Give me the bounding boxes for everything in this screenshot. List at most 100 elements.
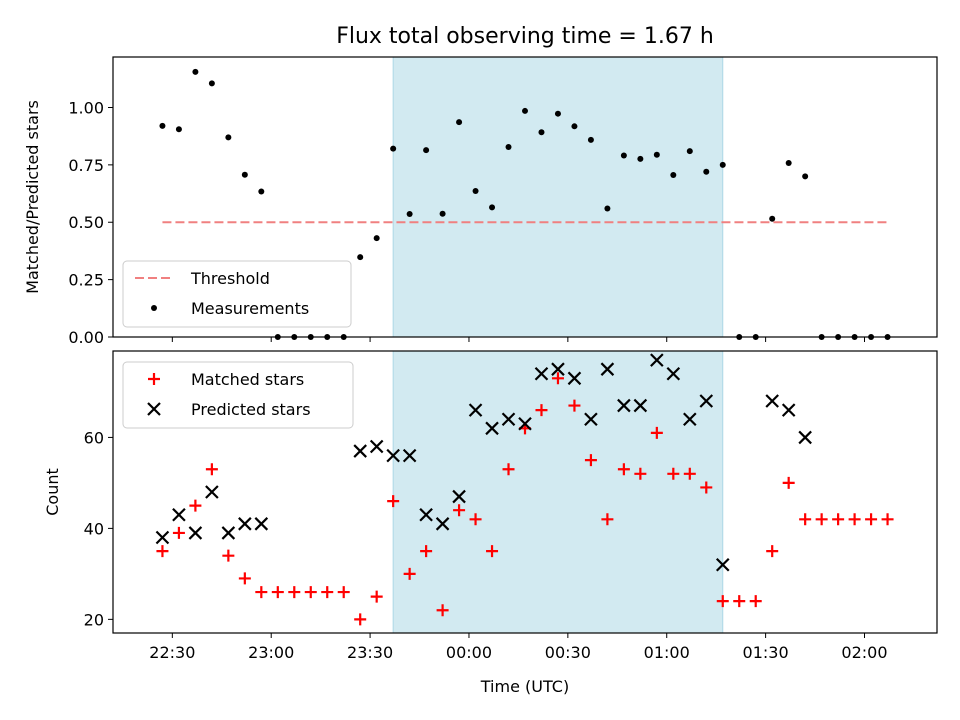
predicted-star-point xyxy=(666,366,681,381)
matched-star-point xyxy=(370,590,383,603)
measurement-point xyxy=(357,254,364,261)
matched-star-point xyxy=(238,572,251,585)
y-tick-label: 0.00 xyxy=(68,328,104,347)
predicted-star-point xyxy=(781,403,796,417)
x-tick-label: 23:30 xyxy=(347,643,393,662)
measurement-point xyxy=(423,147,430,154)
matched-star-point xyxy=(205,463,218,476)
measurement-point xyxy=(192,68,199,75)
predicted-star-point xyxy=(600,362,615,376)
y-tick-label: 0.25 xyxy=(68,271,104,290)
matched-star-point xyxy=(321,586,334,599)
matched-star-point xyxy=(634,467,647,480)
observing-window-span xyxy=(392,350,724,634)
matched-star-point xyxy=(453,504,466,517)
matched-star-point xyxy=(535,404,548,417)
y-tick-label: 0.75 xyxy=(68,156,104,175)
predicted-star-point xyxy=(221,526,236,540)
predicted-star-point xyxy=(567,371,582,386)
x-tick-label: 23:00 xyxy=(248,643,294,662)
matched-star-point xyxy=(271,586,284,599)
matched-star-point xyxy=(881,513,894,526)
measurement-point xyxy=(719,161,726,168)
predicted-star-point xyxy=(617,398,631,413)
matched-star-point xyxy=(733,595,746,608)
measurement-point xyxy=(456,119,463,126)
measurement-point xyxy=(538,129,545,136)
matched-star-point xyxy=(436,604,449,617)
measurement-point xyxy=(439,210,446,217)
measurement-point xyxy=(159,122,166,129)
y-axis-label: Matched/Predicted stars xyxy=(23,100,42,294)
chart-title: Flux total observing time = 1.67 h xyxy=(336,24,714,49)
predicted-star-point xyxy=(715,557,730,572)
top-panel: 0.00 0.25 0.50 0.75 1.00 Matched/Predicted st… xyxy=(23,56,938,347)
predicted-star-point xyxy=(633,398,648,413)
matched-star-point xyxy=(848,513,861,526)
x-tick-label: 01:30 xyxy=(743,643,789,662)
measurement-point xyxy=(472,188,479,195)
measurement-point xyxy=(373,235,380,242)
predicted-star-point xyxy=(386,448,400,463)
matched-star-point xyxy=(782,476,795,489)
predicted-star-point xyxy=(683,412,697,427)
predicted-star-point xyxy=(172,507,186,522)
matched-star-point xyxy=(304,586,317,599)
predicted-star-point xyxy=(238,517,252,531)
predicted-star-point xyxy=(534,366,549,381)
predicted-star-point xyxy=(699,394,714,408)
measurement-point xyxy=(703,168,710,175)
matched-star-point xyxy=(469,513,482,526)
legend-measurement-swatch xyxy=(151,305,157,311)
matched-star-point xyxy=(255,586,268,599)
predicted-star-point xyxy=(419,507,433,522)
measurement-point xyxy=(769,215,776,222)
measurement-point xyxy=(406,210,413,217)
measurement-point xyxy=(390,145,397,152)
legend-label: Predicted stars xyxy=(191,400,311,419)
matched-star-point xyxy=(337,586,350,599)
matched-star-point xyxy=(832,513,845,526)
x-tick-label: 00:30 xyxy=(545,643,591,662)
measurement-point xyxy=(802,173,809,180)
predicted-star-point xyxy=(353,444,367,458)
matched-star-point xyxy=(799,513,812,526)
measurement-point xyxy=(241,171,248,178)
matched-star-point xyxy=(683,467,696,480)
legend-predicted-swatch xyxy=(147,402,161,416)
matched-star-point xyxy=(189,499,202,512)
matched-star-point xyxy=(403,567,416,580)
x-tick-label: 00:00 xyxy=(446,643,492,662)
matched-star-point xyxy=(354,613,367,626)
x-tick-label: 22:30 xyxy=(149,643,195,662)
measurement-point xyxy=(522,107,528,114)
measurement-point xyxy=(686,148,693,155)
predicted-star-point xyxy=(155,530,170,545)
legend-label: Matched stars xyxy=(191,370,304,389)
matched-star-point xyxy=(815,513,828,526)
predicted-star-point xyxy=(254,517,269,531)
measurement-point xyxy=(225,134,232,141)
measurement-point xyxy=(571,123,578,130)
y-tick-label: 0.50 xyxy=(68,213,104,232)
matched-star-point xyxy=(766,545,779,558)
measurement-point xyxy=(208,80,215,87)
predicted-star-point xyxy=(188,526,203,540)
predicted-star-point xyxy=(765,394,779,408)
matched-star-point xyxy=(502,463,515,476)
legend-label: Measurements xyxy=(191,299,309,318)
matched-star-point xyxy=(568,399,581,412)
axes-frame xyxy=(112,350,938,634)
predicted-star-point xyxy=(518,416,532,431)
axes-frame xyxy=(112,56,938,338)
measurement-point xyxy=(505,143,512,150)
matched-star-point xyxy=(288,586,301,599)
measurement-point xyxy=(587,136,594,143)
bottom-panel: 20 40 60 22:30 23:00 23:30 00:00 00:30 01:00 01:3… xyxy=(43,350,938,696)
matched-star-point xyxy=(420,545,433,558)
measurement-point xyxy=(175,126,182,133)
matched-star-point xyxy=(700,481,713,494)
predicted-star-point xyxy=(501,412,516,427)
matched-star-point xyxy=(716,595,729,608)
matched-star-point xyxy=(749,595,762,608)
